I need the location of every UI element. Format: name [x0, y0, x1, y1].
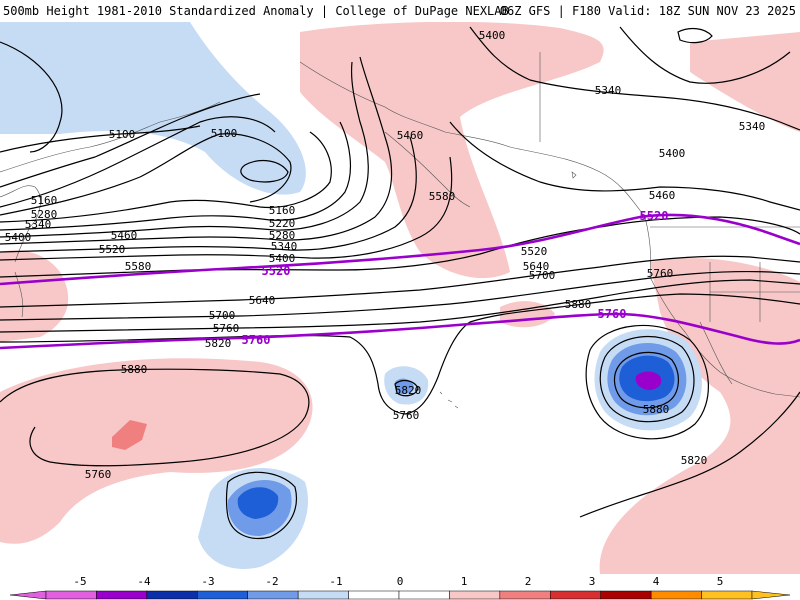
- contour-label: 5760: [213, 322, 240, 335]
- map-header: 500mb Height 1981-2010 Standardized Anom…: [0, 0, 800, 22]
- positive-anomaly-strong-sw: [112, 420, 147, 450]
- contour-label: 5460: [111, 229, 138, 242]
- contour-label: 5400: [269, 252, 296, 265]
- contour-label: 5820: [395, 384, 422, 397]
- coastlines: [0, 52, 800, 409]
- contour-label: 5340: [271, 240, 298, 253]
- colorbar-tick-label: -5: [73, 575, 86, 588]
- colorbar-swatch: [96, 590, 148, 600]
- contour-label: 5880: [565, 298, 592, 311]
- contour-label: 5580: [125, 260, 152, 273]
- contour-label: 5160: [31, 194, 58, 207]
- contour-label: 5160: [269, 204, 296, 217]
- colorbar-tick-labels: -5 -4 -3 -2 -1 0 1 2 3 4 5: [73, 575, 723, 588]
- colorbar-tick-label: 4: [653, 575, 660, 588]
- contour-label: 5280: [269, 229, 296, 242]
- colorbar-swatch: [247, 590, 299, 600]
- contour-label: 5760: [393, 409, 420, 422]
- contour-label: 5400: [479, 29, 506, 42]
- colorbar-tick-label: -3: [201, 575, 214, 588]
- contour-label: 5880: [121, 363, 148, 376]
- contour-label: 5280: [31, 208, 58, 221]
- contour-label: 5340: [595, 84, 622, 97]
- colorbar: -5 -4 -3 -2 -1 0 1 2 3 4 5: [9, 575, 791, 600]
- bold-contour-label: 5520: [262, 264, 291, 278]
- colorbar-swatch: [297, 590, 349, 600]
- weather-map: 5400 5340 5340 5100 5100 5460 5400 5160 …: [0, 22, 800, 574]
- contour-label: 5640: [249, 294, 276, 307]
- colorbar-swatches: [9, 590, 791, 600]
- contour-label: 5880: [643, 403, 670, 416]
- contour-label: 5820: [681, 454, 708, 467]
- colorbar-swatch: [701, 590, 753, 600]
- colorbar-tick-label: 5: [717, 575, 724, 588]
- contour-label: 5700: [529, 269, 556, 282]
- contour-label: 5340: [25, 218, 52, 231]
- bold-contour-label: 5760: [242, 333, 271, 347]
- colorbar-tick-label: 3: [589, 575, 596, 588]
- contour-label: 5820: [205, 337, 232, 350]
- contour-label: 5400: [5, 231, 32, 244]
- bold-height-contours: [0, 213, 800, 350]
- colorbar-swatch: [197, 590, 248, 600]
- contour-label-group: 5400 5340 5340 5100 5100 5460 5400 5160 …: [5, 29, 766, 481]
- bold-contour-label: 5760: [598, 307, 627, 321]
- colorbar-swatch: [45, 590, 97, 600]
- colorbar-swatch: [348, 590, 400, 600]
- colorbar-swatch: [146, 590, 198, 600]
- colorbar-swatch: [650, 590, 702, 600]
- anomaly-shading: [0, 22, 800, 574]
- contour-label: 5520: [521, 245, 548, 258]
- colorbar-tick-label: 1: [461, 575, 468, 588]
- colorbar-tick-label: 2: [525, 575, 532, 588]
- contour-label: 5580: [429, 190, 456, 203]
- contour-label: 5340: [739, 120, 766, 133]
- contour-label: 5100: [211, 127, 238, 140]
- positive-anomaly-southwest: [0, 358, 313, 544]
- map-title: 500mb Height 1981-2010 Standardized Anom…: [3, 4, 509, 18]
- contour-label: 5460: [397, 129, 424, 142]
- bold-contour-label-group: 5520 5520 5760 5760: [242, 209, 669, 347]
- negative-anomaly-south-core: [237, 487, 279, 519]
- colorbar-tick-label: -2: [265, 575, 278, 588]
- contour-label: 5640: [523, 260, 550, 273]
- colorbar-arrow-high: [751, 590, 791, 600]
- positive-anomaly-ne: [690, 32, 800, 132]
- positive-anomaly-north: [300, 22, 604, 279]
- contour-label: 5460: [649, 189, 676, 202]
- colorbar-tick-label: -4: [137, 575, 151, 588]
- bold-contour-label: 5520: [640, 209, 669, 223]
- contour-label: 5220: [269, 217, 296, 230]
- contour-label: 5700: [209, 309, 236, 322]
- colorbar-tick-label: -1: [329, 575, 342, 588]
- negative-anomaly-low-peak: [635, 371, 662, 390]
- positive-anomaly-east: [599, 258, 800, 574]
- colorbar-swatch: [449, 590, 501, 600]
- negative-anomaly-hawaii-core: [395, 378, 414, 395]
- colorbar-swatch: [600, 590, 652, 600]
- negative-anomaly-nw: [0, 22, 306, 195]
- colorbar-swatch: [499, 590, 551, 600]
- contour-label: 5400: [659, 147, 686, 160]
- colorbar-arrow-low: [9, 590, 47, 600]
- contour-label: 5520: [99, 243, 126, 256]
- colorbar-swatch: [550, 590, 601, 600]
- contour-label: 5760: [647, 267, 674, 280]
- contour-label: 5760: [85, 468, 112, 481]
- model-run-info: 06Z GFS | F180 Valid: 18Z SUN NOV 23 202…: [499, 4, 796, 18]
- colorbar-tick-label: 0: [397, 575, 404, 588]
- colorbar-swatch: [398, 590, 450, 600]
- contour-label: 5100: [109, 128, 136, 141]
